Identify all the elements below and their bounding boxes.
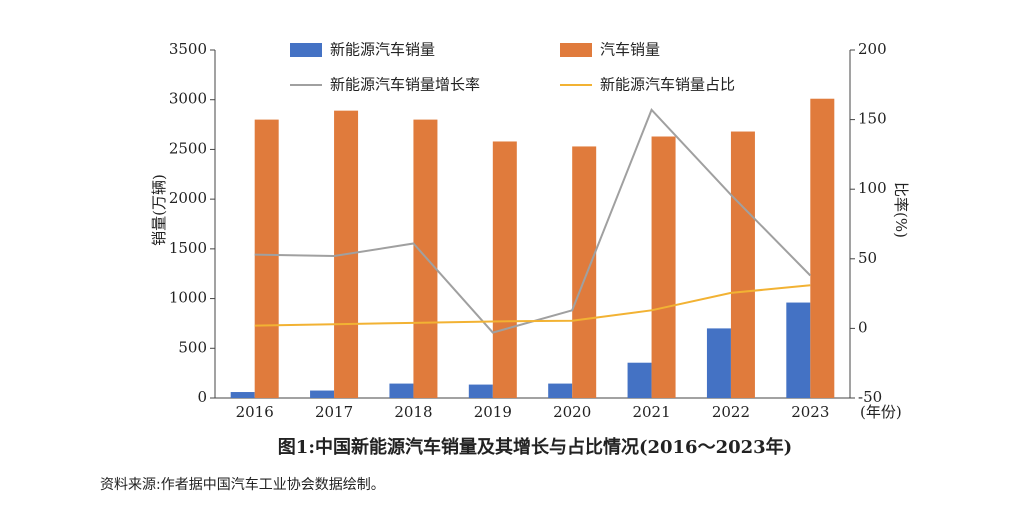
x-tick-label: 2019 xyxy=(474,403,512,421)
y-tick-label: 3500 xyxy=(169,40,207,58)
bar xyxy=(627,362,652,398)
chart-title: 图1:中国新能源汽车销量及其增长与占比情况(2016～2023年) xyxy=(278,436,792,458)
y-tick-label: 2500 xyxy=(169,139,207,157)
y-tick-label: 1500 xyxy=(169,239,207,257)
bar xyxy=(413,119,438,398)
x-tick-label: 2020 xyxy=(553,403,591,421)
bar xyxy=(548,383,573,398)
y2-tick-label: 150 xyxy=(858,110,887,128)
x-tick-label: 2018 xyxy=(394,403,432,421)
bar xyxy=(254,119,279,398)
bar xyxy=(230,392,255,398)
bar xyxy=(468,384,493,398)
x-tick-label: 2021 xyxy=(632,403,670,421)
line xyxy=(254,284,811,327)
source-note: 资料来源:作者据中国汽车工业协会数据绘制。 xyxy=(100,476,385,493)
bar xyxy=(310,390,335,398)
x-tick-label: 2016 xyxy=(236,403,274,421)
bar xyxy=(706,328,731,398)
x-tick-label: 2017 xyxy=(315,403,353,421)
y2-tick-label: 0 xyxy=(858,318,868,336)
legend-label: 新能源汽车销量占比 xyxy=(600,76,735,94)
bar xyxy=(389,383,414,398)
legend-swatch xyxy=(290,43,322,57)
y-axis-label: 销量(万辆) xyxy=(150,174,168,246)
y2-axis-label: 比率(%) xyxy=(892,182,910,238)
legend-label: 新能源汽车销量增长率 xyxy=(330,76,480,94)
x-tick-label: 2022 xyxy=(712,403,750,421)
y2-tick-label: 50 xyxy=(858,249,877,267)
x-axis-label: (年份) xyxy=(860,403,902,421)
legend-label: 汽车销量 xyxy=(600,41,660,59)
legend-swatch xyxy=(560,43,592,57)
legend-label: 新能源汽车销量 xyxy=(330,41,435,59)
bar xyxy=(651,136,676,398)
y2-tick-label: 200 xyxy=(858,40,887,58)
x-tick-label: 2023 xyxy=(791,403,829,421)
bar xyxy=(730,131,755,398)
y-tick-label: 2000 xyxy=(169,189,207,207)
bar xyxy=(492,141,517,398)
y-tick-label: 500 xyxy=(178,338,207,356)
y-tick-label: 3000 xyxy=(169,90,207,108)
bar xyxy=(786,302,811,398)
y-tick-label: 1000 xyxy=(169,289,207,307)
bar xyxy=(572,146,597,398)
y2-tick-label: -50 xyxy=(858,388,882,406)
y2-tick-label: 100 xyxy=(858,179,887,197)
y-tick-label: 0 xyxy=(197,388,207,406)
bar xyxy=(810,98,835,398)
